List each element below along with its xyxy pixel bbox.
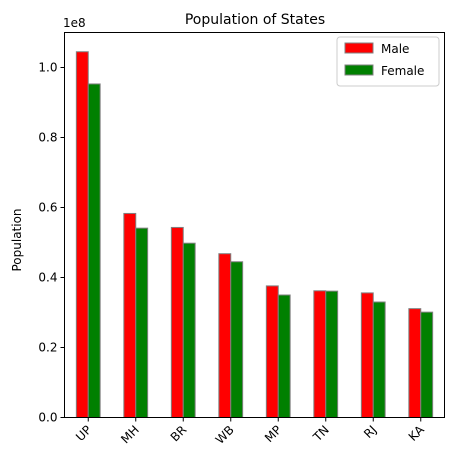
y-axis-label: Population — [10, 208, 24, 271]
x-tick-label-rj: RJ — [361, 423, 379, 441]
legend-label-female: Female — [381, 64, 424, 78]
bar-female-rj — [372, 301, 386, 418]
bar-male-wb — [218, 253, 232, 418]
y-tick-label: 0.4 — [38, 271, 57, 285]
bar-male-mp — [265, 285, 279, 418]
bar-female-mh — [135, 227, 149, 418]
bar-male-up — [75, 51, 89, 418]
bar-female-wb — [230, 261, 244, 418]
legend-swatch-male — [344, 42, 374, 54]
x-tick-label-up: UP — [73, 423, 94, 444]
bar-male-tn — [313, 290, 327, 418]
y-axis: 0.0 0.2 0.4 0.6 0.8 1.0 — [38, 61, 65, 425]
x-tick-label-ka: KA — [406, 422, 428, 444]
bar-male-mh — [123, 212, 137, 418]
y-tick-label: 0.6 — [38, 201, 57, 215]
y-tick-label: 0.0 — [38, 411, 57, 425]
bar-female-up — [87, 83, 101, 418]
bar-female-ka — [420, 311, 434, 418]
bar-male-br — [170, 226, 184, 418]
x-axis: UP MH BR WB MP TN RJ KA — [73, 417, 428, 447]
bar-female-mp — [277, 294, 291, 418]
y-tick-label: 0.2 — [38, 341, 57, 355]
x-tick-label-wb: WB — [213, 423, 237, 447]
y-offset-label: 1e8 — [63, 16, 86, 30]
bar-female-br — [182, 242, 196, 418]
bar-male-rj — [360, 292, 374, 418]
x-tick-label-mh: MH — [118, 423, 142, 447]
legend: Male Female — [336, 36, 440, 87]
plot-frame — [64, 32, 445, 418]
bar-male-ka — [408, 308, 422, 418]
legend-label-male: Male — [381, 42, 409, 56]
chart-title: Population of States — [185, 12, 325, 28]
x-tick-label-br: BR — [168, 423, 190, 445]
bars-group — [75, 51, 434, 418]
x-tick-label-tn: TN — [310, 423, 332, 445]
bar-female-tn — [325, 290, 339, 418]
y-tick-label: 0.8 — [38, 131, 57, 145]
x-tick-label-mp: MP — [262, 423, 284, 445]
legend-swatch-female — [344, 64, 374, 76]
y-tick-label: 1.0 — [38, 61, 57, 75]
